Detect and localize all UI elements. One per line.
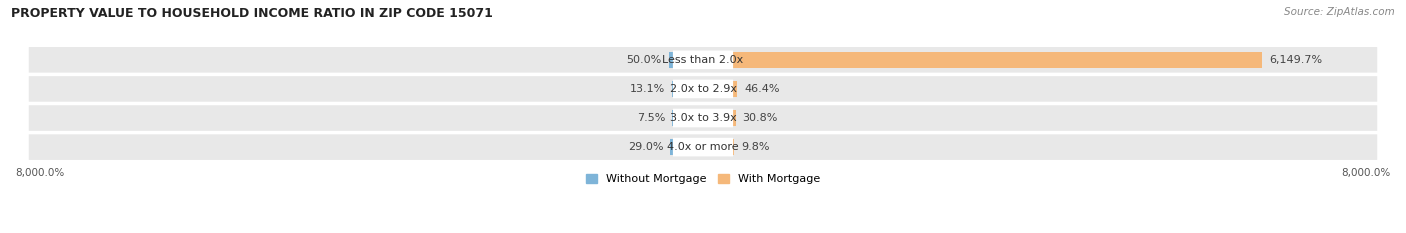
Text: 13.1%: 13.1% [630, 84, 665, 94]
Text: Source: ZipAtlas.com: Source: ZipAtlas.com [1284, 7, 1395, 17]
Text: 46.4%: 46.4% [744, 84, 779, 94]
Text: 9.8%: 9.8% [741, 142, 769, 152]
FancyBboxPatch shape [28, 105, 1378, 131]
Text: 8,000.0%: 8,000.0% [1341, 168, 1391, 178]
Text: 3.0x to 3.9x: 3.0x to 3.9x [669, 113, 737, 123]
Bar [669, 52, 673, 68]
FancyBboxPatch shape [673, 109, 733, 127]
Text: 29.0%: 29.0% [628, 142, 664, 152]
Text: PROPERTY VALUE TO HOUSEHOLD INCOME RATIO IN ZIP CODE 15071: PROPERTY VALUE TO HOUSEHOLD INCOME RATIO… [11, 7, 494, 20]
FancyBboxPatch shape [28, 134, 1378, 160]
Legend: Without Mortgage, With Mortgage: Without Mortgage, With Mortgage [582, 170, 824, 189]
Bar [733, 110, 735, 126]
Text: 6,149.7%: 6,149.7% [1268, 55, 1322, 65]
Text: 50.0%: 50.0% [627, 55, 662, 65]
FancyBboxPatch shape [673, 138, 733, 156]
Text: 8,000.0%: 8,000.0% [15, 168, 65, 178]
FancyBboxPatch shape [28, 47, 1378, 73]
Bar [733, 52, 1263, 68]
Text: 30.8%: 30.8% [742, 113, 778, 123]
Text: 7.5%: 7.5% [637, 113, 665, 123]
Text: 2.0x to 2.9x: 2.0x to 2.9x [669, 84, 737, 94]
Text: 4.0x or more: 4.0x or more [668, 142, 738, 152]
FancyBboxPatch shape [673, 51, 733, 69]
Bar [671, 139, 673, 155]
Text: Less than 2.0x: Less than 2.0x [662, 55, 744, 65]
FancyBboxPatch shape [28, 76, 1378, 102]
Bar [733, 81, 737, 97]
FancyBboxPatch shape [673, 80, 733, 98]
